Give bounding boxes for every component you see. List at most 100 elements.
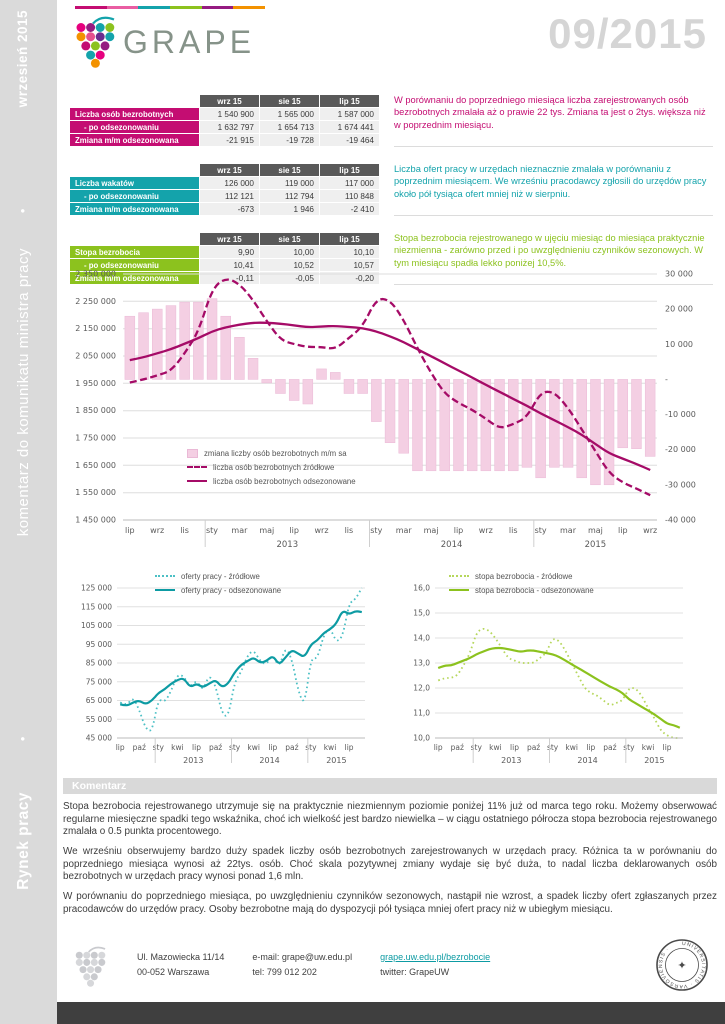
legend-item: stopa bezrobocia - źródłowe xyxy=(449,569,594,583)
svg-text:sty: sty xyxy=(305,743,317,752)
vacancies-table: wrz 15 sie 15 lip 15 Liczba wakatów 126 … xyxy=(69,163,380,216)
job-offers-chart-legend: oferty pracy - źródłowe oferty pracy - o… xyxy=(155,569,281,597)
unemployment-rate-chart: 16,0 15,0 14,0 13,0 12,0 11,0 10,0 lip paź sty kwi… xyxy=(389,566,691,772)
svg-text:105 000: 105 000 xyxy=(81,621,112,630)
cell: 10,10 xyxy=(319,245,380,259)
legend-item: liczba osób bezrobotnych odsezonowane xyxy=(187,474,356,488)
cell: 10,57 xyxy=(319,258,380,272)
svg-text:mar: mar xyxy=(231,526,248,535)
legend-item: oferty pracy - źródłowe xyxy=(155,569,281,583)
svg-text:wrz: wrz xyxy=(643,526,657,535)
svg-text:lis: lis xyxy=(180,526,189,535)
svg-text:1 750 000: 1 750 000 xyxy=(75,434,116,443)
svg-text:paź: paź xyxy=(603,743,616,752)
svg-text:kwi: kwi xyxy=(489,743,502,752)
cell: -673 xyxy=(199,202,260,216)
job-offers-chart-canvas: 125 000 115 000 105 000 95 000 85 000 75 000 6… xyxy=(81,584,365,765)
vacancies-note: Liczba ofert pracy w urzędach nieznaczni… xyxy=(394,163,713,216)
legend-solid-line-swatch xyxy=(187,480,207,482)
svg-text:lip: lip xyxy=(510,743,519,752)
svg-text:95 000: 95 000 xyxy=(86,640,112,649)
svg-text:lip: lip xyxy=(434,743,443,752)
svg-text:65 000: 65 000 xyxy=(86,696,112,705)
cell: 119 000 xyxy=(259,176,320,190)
cell: 117 000 xyxy=(319,176,380,190)
grape-logo-icon xyxy=(75,946,106,987)
legend-item: stopa bezrobocia - odsezonowane xyxy=(449,583,594,597)
svg-text:-40 000: -40 000 xyxy=(665,516,696,525)
svg-text:mar: mar xyxy=(560,526,577,535)
rate-note: Stopa bezrobocia rejestrowanego w ujęciu… xyxy=(394,232,713,285)
sidebar-issue-label: wrzesień 2015 xyxy=(15,10,30,108)
cell: -21 915 xyxy=(199,133,260,147)
svg-text:paź: paź xyxy=(527,743,540,752)
sidebar: wrzesień 2015 • komentarz do komunikatu … xyxy=(0,0,57,1024)
svg-text:115 000: 115 000 xyxy=(81,602,112,611)
job-offers-chart: 125 000 115 000 105 000 95 000 85 000 75 000 6… xyxy=(71,566,373,772)
svg-text:sty: sty xyxy=(206,526,218,535)
web-block: grape.uw.edu.pl/bezrobocie twitter: Grap… xyxy=(380,950,490,980)
unemployed-note: W porównaniu do poprzedniego miesiąca li… xyxy=(394,94,713,147)
svg-text:sty: sty xyxy=(153,743,165,752)
svg-text:1 550 000: 1 550 000 xyxy=(75,488,116,497)
contact-block: e-mail: grape@uw.edu.pl tel: 799 012 202 xyxy=(252,950,352,980)
unemployment-rate-chart-legend: stopa bezrobocia - źródłowe stopa bezrob… xyxy=(449,569,594,597)
university-seal-icon: UNIVERSITATIS · VARSOVIENSIS · ✦ xyxy=(656,939,708,991)
svg-text:2 150 000: 2 150 000 xyxy=(75,324,116,333)
cell: 1 565 000 xyxy=(259,107,320,121)
comment-title: Komentarz xyxy=(63,778,717,794)
footer: Ul. Mazowiecka 11/14 00-052 Warszawa e-m… xyxy=(73,938,709,992)
ribbon-segment xyxy=(75,6,107,9)
svg-text:20 000: 20 000 xyxy=(665,305,693,314)
unemployed-table: wrz 15 sie 15 lip 15 Liczba osób bezrobo… xyxy=(69,94,380,147)
row-label: Stopa bezrobocia xyxy=(69,245,200,259)
svg-text:2014: 2014 xyxy=(259,756,279,765)
address-block: Ul. Mazowiecka 11/14 00-052 Warszawa xyxy=(137,950,224,980)
svg-text:maj: maj xyxy=(259,526,274,535)
column-header: sie 15 xyxy=(259,94,320,108)
cell: 1 674 441 xyxy=(319,120,380,134)
legend-label: liczba osób bezrobotnych odsezonowane xyxy=(213,476,356,486)
svg-text:75 000: 75 000 xyxy=(86,677,112,686)
column-header: lip 15 xyxy=(319,94,380,108)
legend-label: oferty pracy - odsezonowane xyxy=(181,585,282,595)
column-header: wrz 15 xyxy=(199,163,260,177)
stat-group-vacancies: wrz 15 sie 15 lip 15 Liczba wakatów 126 … xyxy=(69,163,713,216)
cell: 1 587 000 xyxy=(319,107,380,121)
grape-logo-icon xyxy=(76,16,115,68)
svg-text:10 000: 10 000 xyxy=(665,340,693,349)
legend-bar-swatch xyxy=(187,448,198,458)
unemployment-chart-canvas: 2 350 000 2 250 000 2 150 000 2 050 000 1 95… xyxy=(75,270,696,551)
svg-text:2015: 2015 xyxy=(326,756,346,765)
brand-name: GRAPE xyxy=(123,24,256,60)
svg-text:1 850 000: 1 850 000 xyxy=(75,406,116,415)
svg-text:15,0: 15,0 xyxy=(413,609,430,618)
legend-item: oferty pracy - odsezonowane xyxy=(155,583,281,597)
legend-dashed-line-swatch xyxy=(187,466,207,468)
svg-text:sty: sty xyxy=(547,743,559,752)
ribbon-segment xyxy=(201,6,234,9)
cell: 10,52 xyxy=(259,258,320,272)
svg-text:55 000: 55 000 xyxy=(86,715,112,724)
ribbon-segment xyxy=(233,6,266,9)
svg-text:lip: lip xyxy=(289,526,299,535)
cell: 1 632 797 xyxy=(199,120,260,134)
cell: 10,41 xyxy=(199,258,260,272)
svg-text:2013: 2013 xyxy=(501,756,521,765)
svg-text:2 050 000: 2 050 000 xyxy=(75,352,116,361)
svg-text:lip: lip xyxy=(345,743,354,752)
address-line: 00-052 Warszawa xyxy=(137,967,210,977)
table-corner xyxy=(69,163,200,177)
row-label: - po odsezonowaniu xyxy=(69,258,200,272)
row-label: Zmiana m/m odsezonowana xyxy=(69,202,200,216)
svg-text:lip: lip xyxy=(454,526,464,535)
svg-text:1 650 000: 1 650 000 xyxy=(75,461,116,470)
sidebar-series-label: Rynek pracy xyxy=(15,792,32,890)
cell: 112 121 xyxy=(199,189,260,203)
svg-text:-30 000: -30 000 xyxy=(665,480,696,489)
website-link[interactable]: grape.uw.edu.pl/bezrobocie xyxy=(380,952,491,962)
twitter-text: twitter: GrapeUW xyxy=(380,967,450,977)
column-header: sie 15 xyxy=(259,232,320,246)
